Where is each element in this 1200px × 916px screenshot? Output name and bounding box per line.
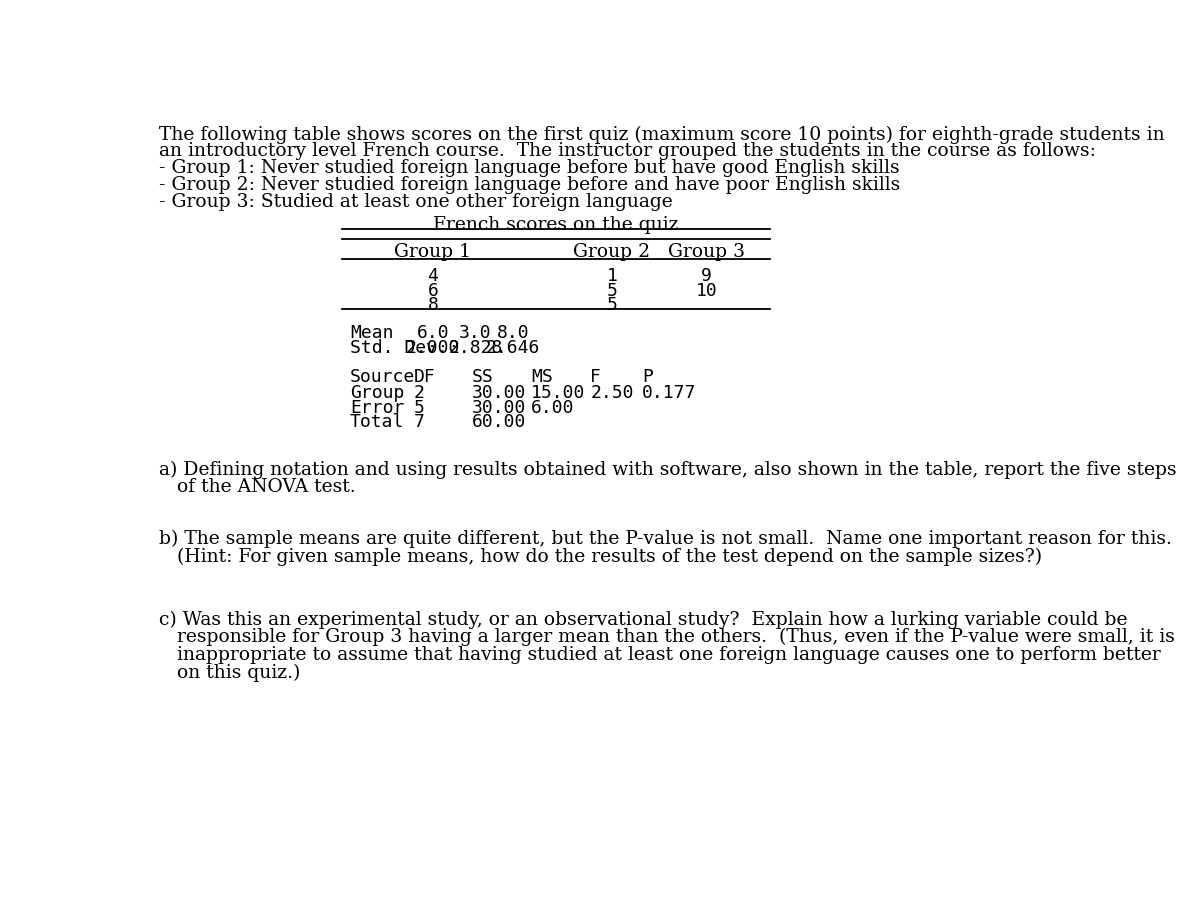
Text: 0.177: 0.177: [642, 384, 696, 402]
Text: 2.828: 2.828: [449, 340, 503, 357]
Text: - Group 3: Studied at least one other foreign language: - Group 3: Studied at least one other fo…: [160, 193, 673, 211]
Text: Std. Dev.: Std. Dev.: [350, 340, 448, 357]
Text: 2.50: 2.50: [590, 384, 634, 402]
Text: 60.00: 60.00: [472, 413, 526, 431]
Text: - Group 2: Never studied foreign language before and have poor English skills: - Group 2: Never studied foreign languag…: [160, 176, 900, 194]
Text: 1: 1: [606, 267, 617, 285]
Text: 2: 2: [414, 384, 425, 402]
Text: 3.0: 3.0: [460, 324, 492, 342]
Text: responsible for Group 3 having a larger mean than the others.  (Thus, even if th: responsible for Group 3 having a larger …: [160, 628, 1175, 647]
Text: 8: 8: [427, 296, 438, 314]
Text: SS: SS: [472, 368, 493, 386]
Text: 10: 10: [696, 281, 718, 300]
Text: French scores on the quiz: French scores on the quiz: [433, 216, 679, 234]
Text: 30.00: 30.00: [472, 384, 526, 402]
Text: 9: 9: [701, 267, 712, 285]
Text: inappropriate to assume that having studied at least one foreign language causes: inappropriate to assume that having stud…: [160, 646, 1162, 664]
Text: on this quiz.): on this quiz.): [160, 663, 301, 682]
Text: an introductory level French course.  The instructor grouped the students in the: an introductory level French course. The…: [160, 142, 1096, 160]
Text: 4: 4: [427, 267, 438, 285]
Text: 8.0: 8.0: [497, 324, 529, 342]
Text: Error: Error: [350, 398, 404, 417]
Text: 6.00: 6.00: [532, 398, 575, 417]
Text: (Hint: For given sample means, how do the results of the test depend on the samp: (Hint: For given sample means, how do th…: [160, 547, 1043, 565]
Text: a) Defining notation and using results obtained with software, also shown in the: a) Defining notation and using results o…: [160, 460, 1177, 478]
Text: Group: Group: [350, 384, 404, 402]
Text: 15.00: 15.00: [532, 384, 586, 402]
Text: Mean: Mean: [350, 324, 394, 342]
Text: 5: 5: [606, 281, 617, 300]
Text: The following table shows scores on the first quiz (maximum score 10 points) for: The following table shows scores on the …: [160, 125, 1165, 144]
Text: c) Was this an experimental study, or an observational study?  Explain how a lur: c) Was this an experimental study, or an…: [160, 610, 1128, 628]
Text: 6: 6: [427, 281, 438, 300]
Text: 2.646: 2.646: [486, 340, 540, 357]
Text: P: P: [642, 368, 653, 386]
Text: 2.000: 2.000: [406, 340, 460, 357]
Text: MS: MS: [532, 368, 553, 386]
Text: 30.00: 30.00: [472, 398, 526, 417]
Text: of the ANOVA test.: of the ANOVA test.: [160, 478, 356, 496]
Text: Group 2: Group 2: [574, 243, 650, 261]
Text: - Group 1: Never studied foreign language before but have good English skills: - Group 1: Never studied foreign languag…: [160, 159, 900, 177]
Text: Source: Source: [350, 368, 415, 386]
Text: Group 3: Group 3: [668, 243, 745, 261]
Text: Total: Total: [350, 413, 404, 431]
Text: 7: 7: [414, 413, 425, 431]
Text: 5: 5: [606, 296, 617, 314]
Text: DF: DF: [414, 368, 436, 386]
Text: F: F: [590, 368, 601, 386]
Text: Group 1: Group 1: [395, 243, 472, 261]
Text: 5: 5: [414, 398, 425, 417]
Text: b) The sample means are quite different, but the P-value is not small.  Name one: b) The sample means are quite different,…: [160, 529, 1172, 548]
Text: 6.0: 6.0: [416, 324, 449, 342]
